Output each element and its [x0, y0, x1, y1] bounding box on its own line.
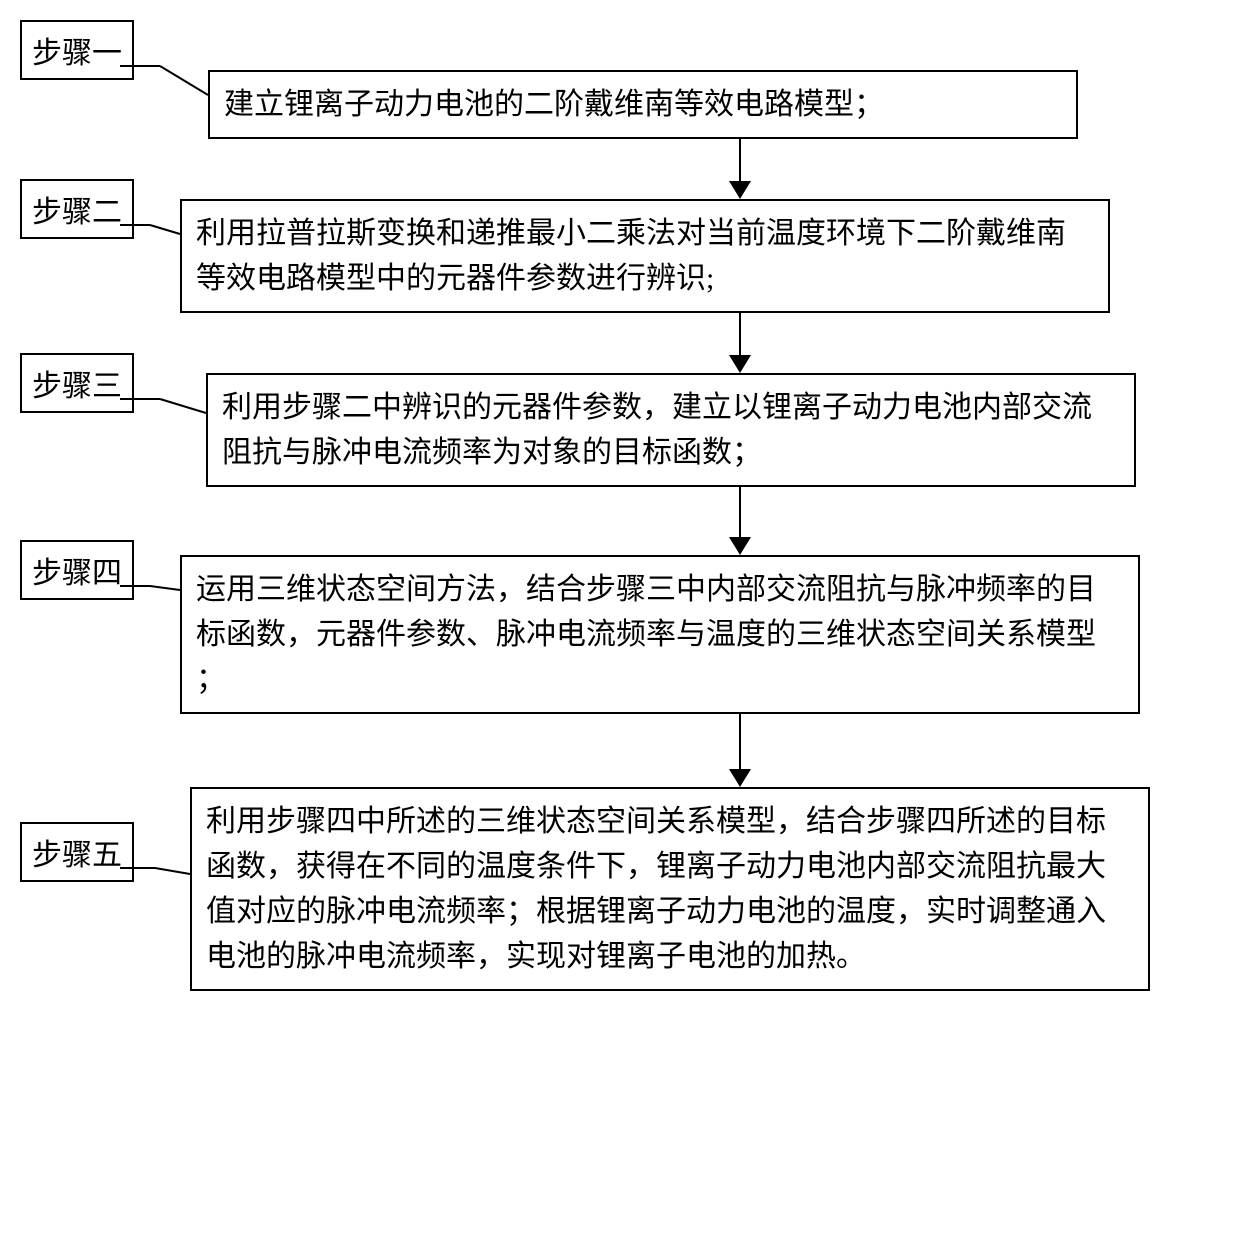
- connector-4: [20, 540, 185, 605]
- step-row-4: 步骤四 运用三维状态空间方法，结合步骤三中内部交流阻抗与脉冲频率的目标函数，元器…: [20, 555, 1220, 714]
- connector-5: [20, 822, 195, 897]
- step-content-3: 利用步骤二中辨识的元器件参数，建立以锂离子动力电池内部交流阻抗与脉冲电流频率为对…: [206, 373, 1136, 487]
- step-row-2: 步骤二 利用拉普拉斯变换和递推最小二乘法对当前温度环境下二阶戴维南等效电路模型中…: [20, 199, 1220, 313]
- step-content-2: 利用拉普拉斯变换和递推最小二乘法对当前温度环境下二阶戴维南等效电路模型中的元器件…: [180, 199, 1110, 313]
- step-content-5: 利用步骤四中所述的三维状态空间关系模型，结合步骤四所述的目标函数，获得在不同的温…: [190, 787, 1150, 991]
- step-content-4: 运用三维状态空间方法，结合步骤三中内部交流阻抗与脉冲频率的目标函数，元器件参数、…: [180, 555, 1140, 714]
- step-row-5: 步骤五 利用步骤四中所述的三维状态空间关系模型，结合步骤四所述的目标函数，获得在…: [20, 787, 1220, 991]
- arrow-1: [20, 139, 1220, 199]
- flowchart-container: 步骤一 建立锂离子动力电池的二阶戴维南等效电路模型； 步骤二 利用拉普拉斯变换和…: [20, 20, 1220, 991]
- connector-3: [20, 353, 210, 428]
- step-row-1: 步骤一 建立锂离子动力电池的二阶戴维南等效电路模型；: [20, 20, 1220, 139]
- connector-2: [20, 179, 185, 249]
- step-content-1: 建立锂离子动力电池的二阶戴维南等效电路模型；: [208, 70, 1078, 139]
- arrow-4: [20, 714, 1220, 787]
- arrow-3: [20, 487, 1220, 555]
- step-row-3: 步骤三 利用步骤二中辨识的元器件参数，建立以锂离子动力电池内部交流阻抗与脉冲电流…: [20, 373, 1220, 487]
- connector-1: [20, 20, 210, 115]
